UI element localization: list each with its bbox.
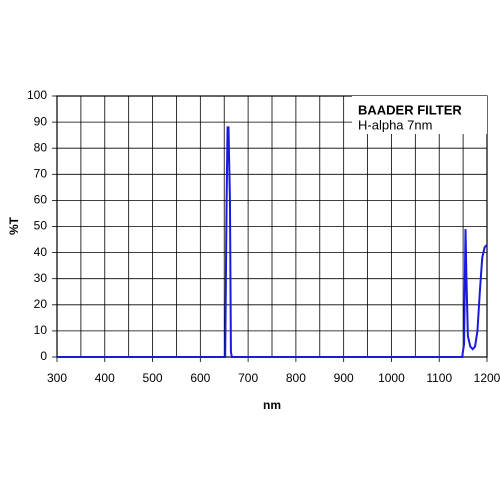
x-tick-label: 900 xyxy=(334,371,354,385)
y-tick-label: 30 xyxy=(34,271,48,285)
x-tick-label: 400 xyxy=(95,371,115,385)
x-tick-label: 500 xyxy=(143,371,163,385)
x-tick-label: 1000 xyxy=(378,371,405,385)
y-tick-label: 70 xyxy=(34,166,48,180)
x-tick-label: 800 xyxy=(286,371,306,385)
annotation-box xyxy=(352,96,487,134)
annotation-title: BAADER FILTER xyxy=(358,102,462,117)
y-tick-label: 20 xyxy=(34,297,48,311)
x-tick-label: 1100 xyxy=(426,371,452,385)
y-tick-label: 50 xyxy=(34,219,48,233)
y-tick-label: 100 xyxy=(27,88,47,102)
y-tick-label: 40 xyxy=(34,245,48,259)
x-tick-label: 700 xyxy=(238,371,258,385)
x-tick-label: 600 xyxy=(190,371,210,385)
y-tick-label: 80 xyxy=(34,140,48,154)
x-tick-label: 1200 xyxy=(474,371,500,385)
annotation-subtitle: H-alpha 7nm xyxy=(358,117,432,132)
y-tick-label: 10 xyxy=(34,323,48,337)
x-axis-label: nm xyxy=(263,398,281,412)
y-tick-label: 60 xyxy=(34,193,48,207)
x-tick-label: 300 xyxy=(47,371,67,385)
y-axis-label: %T xyxy=(7,216,21,235)
y-tick-label: 0 xyxy=(40,349,47,363)
data-line xyxy=(57,126,488,358)
y-tick-label: 90 xyxy=(34,114,48,128)
